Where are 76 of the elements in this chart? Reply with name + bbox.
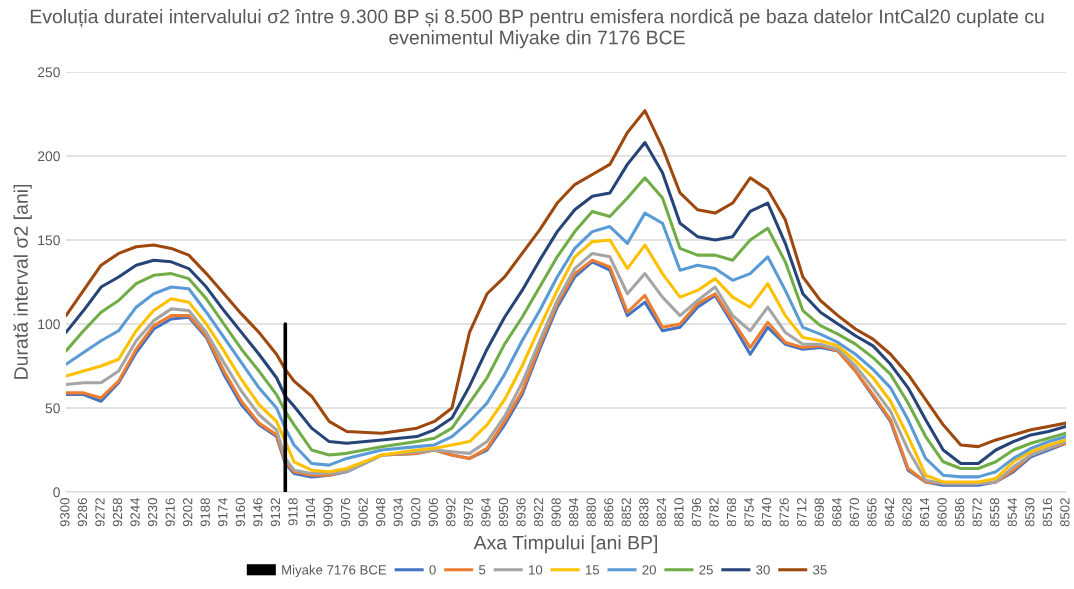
legend-label: 25 [699, 565, 713, 575]
x-tick-label: 8502 [1060, 498, 1070, 527]
x-tick-label: 9216 [165, 498, 175, 527]
legend-label: 15 [585, 565, 600, 575]
x-tick-label: 8740 [761, 498, 772, 527]
x-tick-label: 8866 [604, 498, 614, 527]
x-tick-label: 9048 [375, 498, 386, 527]
x-tick-label: 8530 [1025, 498, 1035, 527]
x-tick-label: 8754 [744, 497, 754, 527]
x-tick-label: 9244 [130, 497, 140, 527]
x-tick-label: 9188 [200, 498, 210, 527]
x-tick-label: 9202 [183, 498, 193, 527]
x-tick-label: 8964 [481, 497, 491, 527]
x-tick-label: 9062 [358, 498, 368, 527]
x-tick-label: 9034 [393, 497, 403, 527]
x-tick-label: 8600 [937, 498, 947, 527]
x-tick-label: 9230 [147, 498, 158, 527]
x-tick-label: 8768 [726, 498, 737, 527]
x-tick-label: 8712 [797, 498, 807, 527]
x-tick-label: 9174 [218, 497, 228, 527]
x-axis-title: Axa Timpului [ani BP] [473, 535, 658, 554]
x-tick-label: 9020 [411, 498, 421, 527]
x-tick-label: 8922 [533, 498, 544, 527]
legend-label: 5 [479, 565, 486, 575]
x-tick-label: 8838 [639, 498, 649, 527]
legend-label: Miyake 7176 BCE [282, 564, 387, 578]
x-tick-label: 8796 [691, 498, 702, 527]
x-tick-label: 8614 [919, 497, 930, 527]
x-tick-label: 9272 [95, 498, 105, 527]
x-tick-label: 9146 [253, 498, 263, 527]
x-tick-label: 8628 [902, 498, 912, 527]
x-tick-label: 8656 [867, 498, 877, 527]
x-tick-label: 9104 [305, 497, 316, 527]
y-axis-title: Durată interval σ2 [ani] [13, 184, 32, 379]
x-tick-label: 8978 [463, 498, 474, 527]
x-tick-label: 8824 [656, 497, 667, 527]
x-tick-label: 8950 [498, 498, 509, 527]
legend-label: 30 [756, 565, 770, 575]
y-tick-label: 50 [45, 403, 60, 414]
legend-label: 35 [813, 565, 827, 575]
x-tick-label: 8572 [972, 498, 982, 527]
legend-label: 0 [429, 565, 436, 575]
x-tick-label: 9076 [340, 498, 351, 527]
x-tick-label: 8992 [446, 498, 456, 527]
y-tick-label: 0 [53, 487, 60, 498]
x-tick-label: 9090 [323, 498, 333, 527]
y-tick-label: 200 [37, 151, 60, 162]
x-tick-label: 8880 [586, 498, 596, 527]
x-tick-label: 9006 [428, 498, 438, 527]
x-tick-label: 9118 [288, 498, 298, 526]
x-tick-label: 9132 [270, 498, 281, 527]
x-tick-label: 8544 [1007, 497, 1017, 527]
x-tick-label: 8670 [849, 498, 860, 527]
x-tick-label: 8908 [551, 498, 561, 527]
chart-title: Evoluția duratei intervalului σ2 între 9.300 BP și 8.500 BP pentru emisfera nordică pe baza datelor IntCal20 cuplate cu evenimentul Miyake din 7176 BCE [30, 8, 1044, 49]
x-tick-label: 8586 [954, 498, 965, 527]
x-tick-label: 9286 [77, 498, 88, 527]
x-tick-label: 9258 [112, 498, 123, 527]
x-tick-label: 8684 [832, 497, 842, 527]
x-tick-label: 8558 [990, 498, 1000, 527]
legend-label: 20 [642, 565, 656, 575]
x-tick-label: 8698 [814, 498, 824, 527]
x-tick-label: 8894 [568, 497, 579, 527]
y-tick-label: 100 [38, 319, 60, 330]
x-tick-label: 9160 [235, 498, 245, 527]
x-tick-label: 8782 [709, 498, 719, 527]
y-tick-label: 250 [37, 67, 60, 78]
x-tick-label: 8936 [516, 498, 526, 527]
x-tick-label: 8852 [621, 498, 631, 527]
x-tick-label: 8642 [884, 498, 895, 527]
legend-label: 10 [529, 565, 543, 575]
x-tick-label: 8726 [779, 498, 789, 527]
x-tick-label: 9300 [60, 498, 70, 527]
x-tick-label: 8516 [1042, 498, 1052, 527]
x-tick-label: 8810 [674, 498, 684, 527]
y-tick-label: 150 [38, 235, 60, 246]
